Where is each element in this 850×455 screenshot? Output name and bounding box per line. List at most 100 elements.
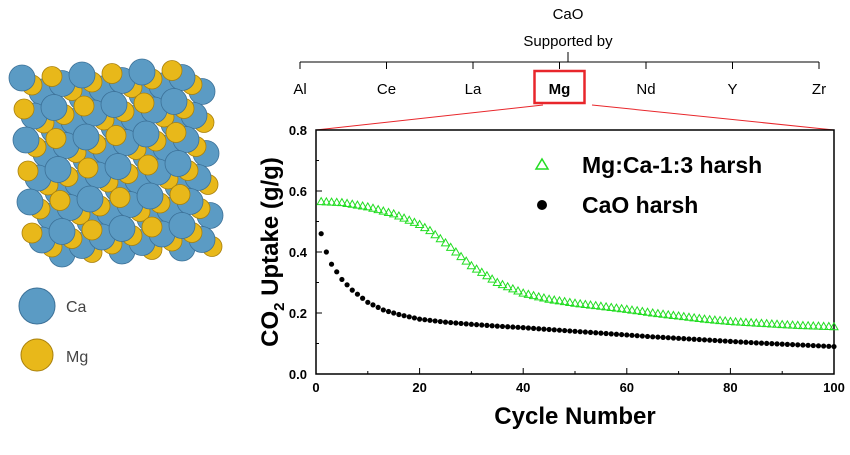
cao-point	[826, 343, 832, 349]
cao-point	[339, 276, 345, 283]
mg-ca-point	[766, 318, 777, 328]
legend-marker-cao	[537, 200, 547, 210]
mg-ca-point	[798, 320, 808, 330]
mg-ca-point	[590, 300, 601, 310]
mg-ca-point	[347, 199, 358, 208]
cao-point	[639, 333, 645, 339]
cao-point	[567, 328, 573, 334]
mg-atom	[73, 95, 95, 117]
mg-ca-point	[425, 225, 435, 235]
ca-atom	[108, 215, 136, 242]
mg-ca-point	[362, 201, 373, 211]
cao-point	[732, 339, 739, 345]
mg-ca-point	[751, 318, 762, 327]
ca-atom	[160, 88, 188, 115]
cao-point	[619, 331, 625, 338]
x-axis-title: Cycle Number	[494, 403, 655, 430]
legend-label-mg-ca: Mg:Ca-1:3 harsh	[582, 152, 762, 178]
mg-ca-point	[482, 270, 492, 280]
mg-atom	[77, 157, 99, 179]
mg-ca-point	[487, 274, 497, 283]
cao-point	[380, 307, 386, 313]
cao-point	[670, 335, 677, 341]
ca-atom	[40, 94, 68, 121]
ca-atom	[16, 188, 44, 216]
cao-point	[743, 339, 749, 345]
mg-ca-point	[642, 307, 653, 316]
cao-point	[354, 291, 361, 297]
mg-ca-point	[497, 279, 508, 289]
cao-point	[391, 310, 397, 316]
zoom-line-right	[591, 104, 835, 131]
mg-ca-point	[368, 203, 378, 212]
support-label-nd: Nd	[636, 81, 655, 98]
cao-point	[727, 338, 734, 344]
mg-ca-point	[513, 286, 523, 295]
mg-ca-point	[461, 256, 472, 265]
mg-ca-point	[585, 300, 596, 309]
cao-point	[541, 326, 547, 332]
mg-ca-point	[813, 321, 824, 330]
mg-ca-point	[559, 296, 570, 306]
mg-ca-point	[725, 316, 736, 326]
mg-atom	[21, 222, 43, 244]
y-tick-label: 0.0	[289, 367, 307, 382]
cao-point	[665, 335, 671, 341]
cao-point	[795, 342, 801, 348]
y-axis-ticks: 0.0 0.2 0.4 0.6 0.8	[289, 123, 322, 382]
cao-point	[334, 269, 340, 275]
cao-point	[701, 337, 708, 343]
cao-point	[800, 342, 806, 348]
mg-ca-point	[699, 314, 710, 323]
mg-ca-point	[803, 320, 813, 330]
cao-point	[789, 341, 796, 348]
cao-point	[769, 341, 775, 347]
mg-ca-point	[337, 197, 347, 207]
mg-ca-point	[430, 229, 441, 239]
cao-point	[779, 341, 785, 347]
cao-point	[603, 330, 609, 337]
cao-point	[753, 340, 759, 346]
mg-ca-point	[808, 320, 819, 330]
mg-ca-point	[471, 264, 482, 273]
mg-ca-point	[792, 320, 803, 329]
cao-point	[738, 339, 744, 345]
cao-point	[748, 339, 754, 346]
cao-point	[815, 343, 822, 349]
y-tick-label: 0.8	[289, 123, 307, 138]
cao-point	[360, 295, 366, 301]
cao-point	[422, 317, 428, 323]
cao-point	[676, 335, 682, 341]
support-label-la: La	[465, 81, 482, 98]
legend-label-cao: CaO harsh	[582, 192, 698, 218]
mg-ca-point	[554, 295, 565, 305]
header-line1: CaO	[553, 6, 584, 23]
cao-point	[473, 322, 480, 328]
cao-point	[427, 317, 433, 323]
cao-point	[717, 338, 723, 344]
mg-ca-point	[782, 319, 793, 329]
mg-ca-point	[518, 288, 529, 297]
ca-atom	[72, 123, 100, 151]
y-tick-label: 0.2	[289, 306, 307, 321]
cao-point	[499, 323, 506, 330]
co2-uptake-plot: 0 20 40 60 80 100 0.0 0.2 0.4 0.6 0.8	[289, 123, 845, 395]
mg-ca-point	[829, 321, 839, 331]
mg-atom	[141, 216, 163, 238]
mg-ca-point	[342, 198, 352, 207]
mg-ca-point	[539, 293, 549, 302]
cao-point	[344, 282, 350, 288]
mg-ca-point	[678, 311, 689, 321]
mg-ca-point	[673, 311, 684, 320]
cao-point	[774, 341, 780, 347]
cao-point	[764, 340, 770, 346]
mg-ca-point	[647, 307, 658, 317]
mg-ca-point	[414, 219, 425, 229]
header-line2: Supported by	[523, 33, 613, 50]
cao-point	[624, 332, 630, 338]
mg-ca-point	[435, 233, 446, 243]
mg-ca-point	[549, 295, 560, 304]
mg-ca-point	[440, 237, 451, 247]
mg-ca-point	[777, 319, 788, 329]
mg-atom	[109, 187, 131, 208]
